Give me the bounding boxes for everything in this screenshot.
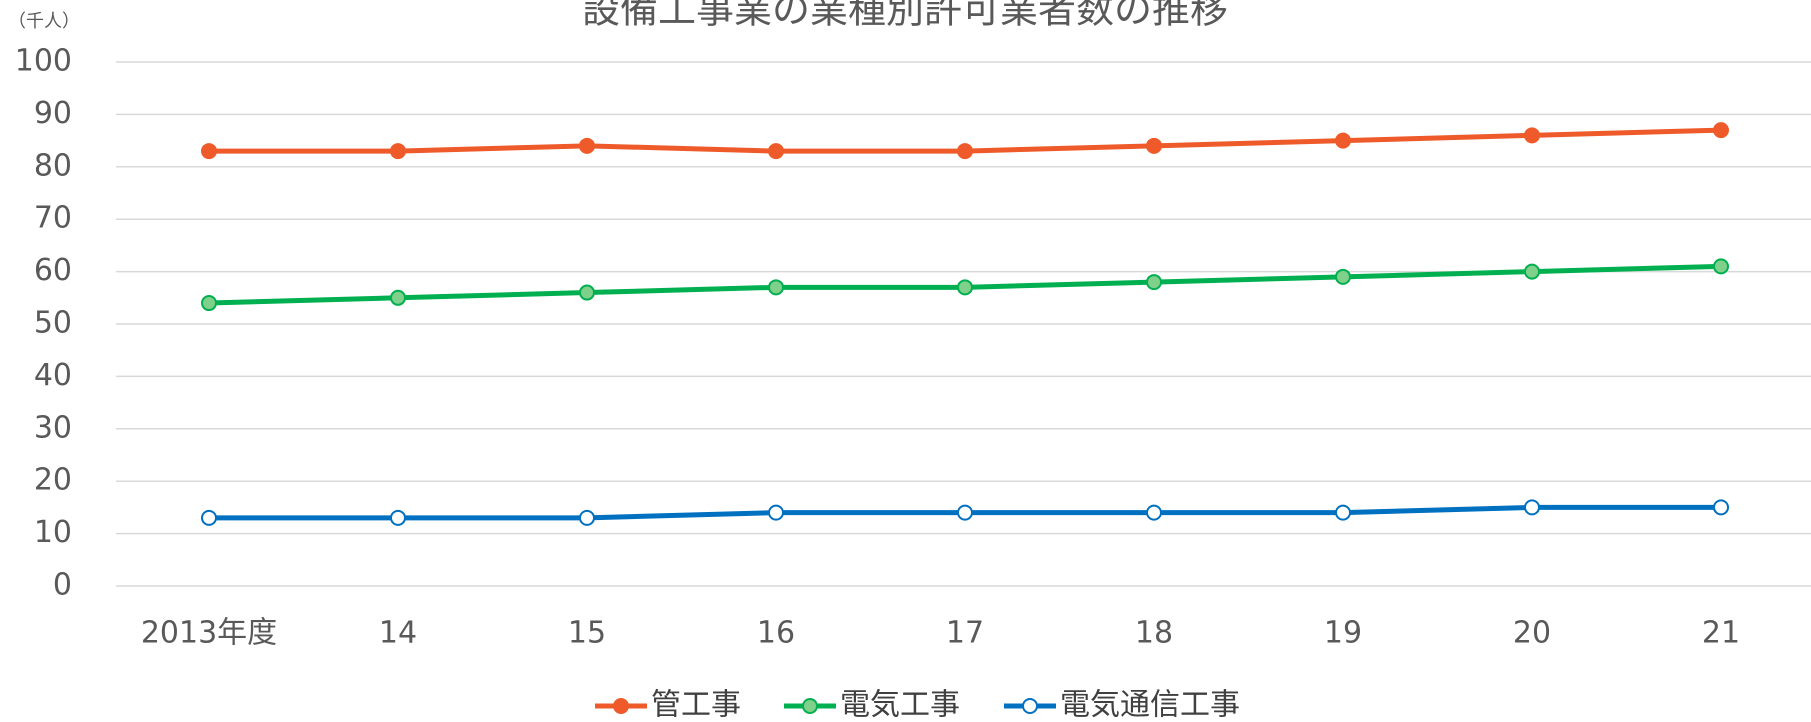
data-point [1713,122,1729,139]
x-tick-label: 20 [1513,616,1551,651]
data-point [957,504,973,521]
data-point [1335,132,1351,149]
y-tick-label: 50 [34,306,72,341]
legend-label: 電気通信工事 [1060,688,1240,722]
y-tick-label: 30 [34,410,72,445]
data-point [1335,504,1351,521]
legend-marker [802,698,818,714]
x-tick-label: 16 [757,616,795,651]
y-unit: （千人） [8,11,80,32]
data-point [768,279,784,296]
x-tick-label: 2013年度 [141,616,277,651]
x-tick-label: 18 [1135,616,1173,651]
data-point [1524,127,1540,144]
x-tick-label: 21 [1702,616,1740,651]
data-point [1335,268,1351,285]
data-point [579,137,595,154]
chart-title: 設備工事業の業種別許可業者数の推移 [582,0,1228,32]
data-point [1146,137,1162,154]
y-tick-label: 100 [15,44,72,79]
legend-marker [1022,698,1038,714]
data-point [957,143,973,160]
data-point [579,509,595,526]
data-point [1524,263,1540,280]
y-tick-label: 80 [34,148,72,183]
data-point [201,509,217,526]
data-point [1146,274,1162,291]
x-tick-label: 15 [568,616,606,651]
data-point [1146,504,1162,521]
y-tick-label: 90 [34,96,72,131]
data-point [768,504,784,521]
data-point [201,295,217,312]
y-tick-label: 20 [34,463,72,498]
y-tick-label: 70 [34,201,72,236]
data-point [579,284,595,301]
data-point [1524,499,1540,516]
legend-label: 電気工事 [840,688,960,722]
x-tick-label: 14 [379,616,417,651]
legend-marker [613,698,629,714]
y-tick-label: 0 [53,568,72,603]
data-point [390,143,406,160]
data-point [1713,499,1729,516]
y-tick-label: 10 [34,515,72,550]
y-tick-label: 40 [34,358,72,393]
data-point [390,509,406,526]
data-point [957,279,973,296]
data-point [390,289,406,306]
data-point [1713,258,1729,275]
x-tick-label: 19 [1324,616,1362,651]
legend-label: 管工事 [651,688,741,722]
data-point [768,143,784,160]
data-point [201,143,217,160]
y-tick-label: 60 [34,253,72,288]
x-tick-label: 17 [946,616,984,651]
